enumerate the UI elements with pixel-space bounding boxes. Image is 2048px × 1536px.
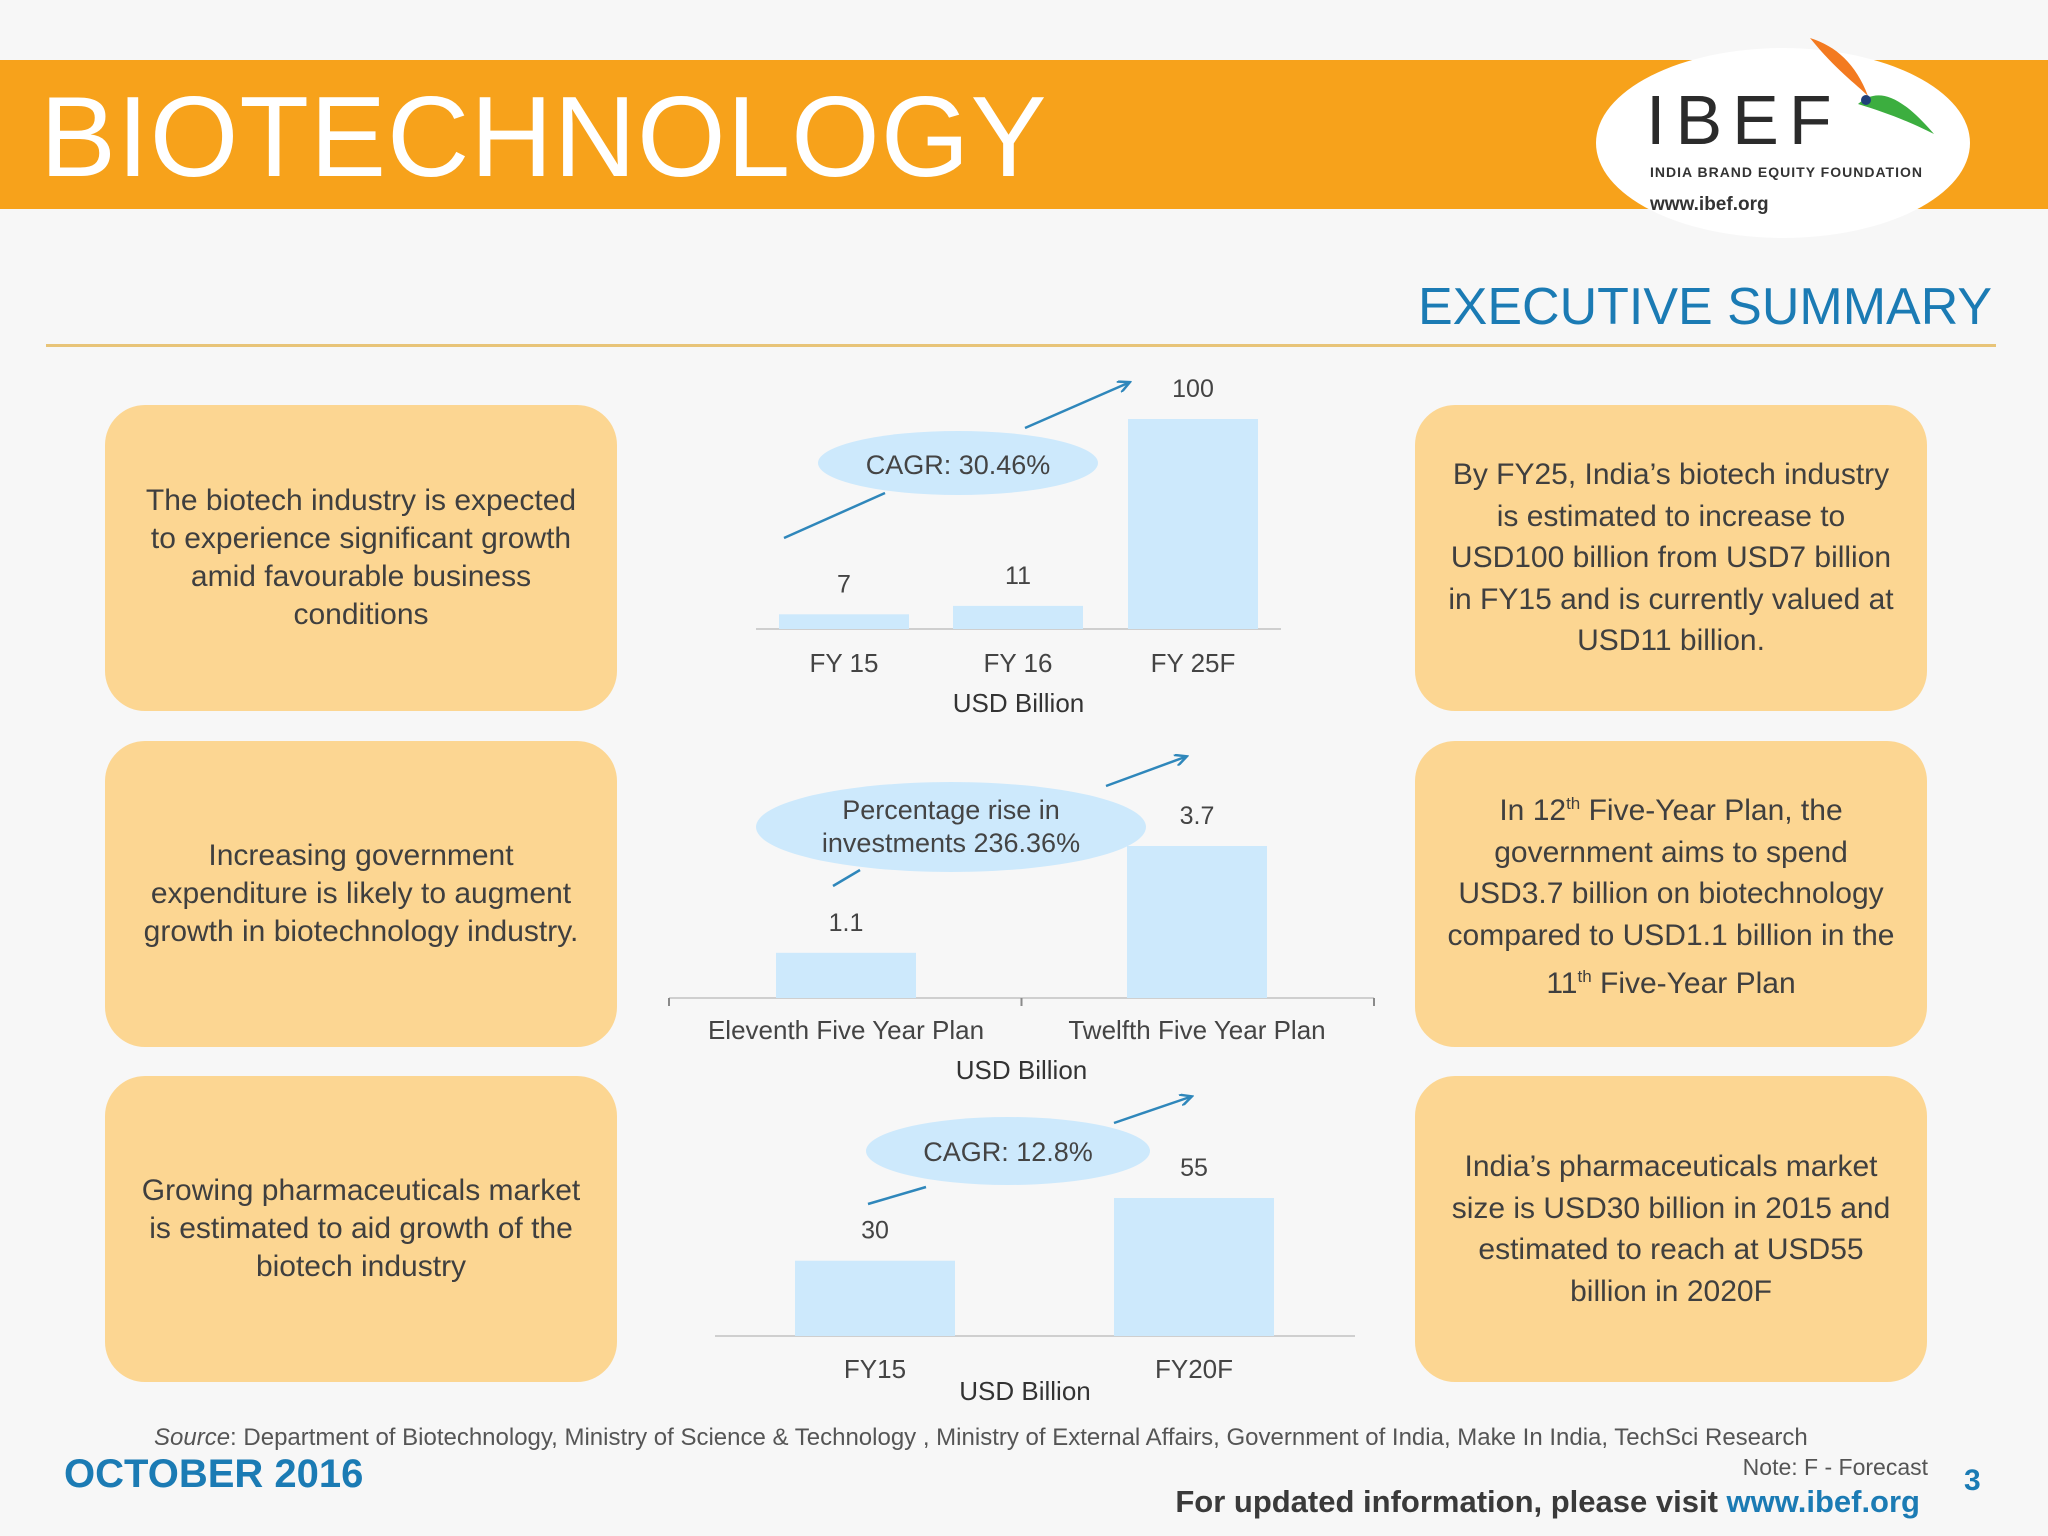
visit-text: For updated information, please visit [1175, 1484, 1727, 1519]
report-date: OCTOBER 2016 [64, 1452, 364, 1496]
summary-text: Five-Year Plan [1591, 967, 1796, 1001]
trend-arrow-line [832, 868, 861, 888]
summary-text: Five-Year Plan, the government aims to s… [1447, 794, 1895, 1001]
data-label: 55 [1180, 1154, 1208, 1182]
bar [776, 952, 916, 998]
title-divider [46, 344, 1996, 347]
x-axis-title: USD Billion [953, 688, 1085, 718]
source-label: Source [154, 1424, 231, 1451]
trend-arrow-line [1113, 1097, 1190, 1125]
summary-box-right-1: By FY25, India’s biotech industry is est… [1415, 405, 1927, 711]
trend-arrow-line [1105, 757, 1185, 788]
data-label: 3.7 [1180, 802, 1215, 830]
bar [1114, 1198, 1274, 1336]
data-label: 30 [861, 1217, 889, 1245]
summary-box-left-1: The biotech industry is expected to expe… [105, 405, 617, 711]
logo-background [1596, 48, 1970, 238]
trend-arrow-line [783, 491, 886, 540]
summary-superscript: th [1577, 967, 1592, 987]
page-number: 3 [1964, 1464, 1981, 1497]
annotation-text: investments 236.36% [822, 828, 1080, 858]
bar [1128, 419, 1258, 629]
summary-box-left-3: Growing pharmaceuticals market is estima… [105, 1076, 617, 1382]
x-axis-title: USD Billion [959, 1376, 1091, 1406]
summary-box-right-2: In 12th Five-Year Plan, the government a… [1415, 741, 1927, 1047]
x-tick-label: FY15 [844, 1354, 906, 1384]
bird-logo-icon [1810, 38, 1934, 134]
page-title: BIOTECHNOLOGY [40, 74, 1048, 201]
x-axis-title: USD Billion [956, 1055, 1088, 1085]
bar [953, 605, 1083, 629]
x-tick-label: FY 16 [984, 648, 1053, 678]
website-link[interactable]: www.ibef.org [1726, 1484, 1920, 1519]
data-label: 7 [837, 570, 851, 598]
annotation-oval [818, 431, 1098, 495]
trend-arrow-line [867, 1185, 927, 1206]
logo-wordmark: IBEF [1646, 81, 1842, 159]
x-tick-label: Eleventh Five Year Plan [708, 1015, 984, 1045]
summary-superscript: th [1566, 794, 1581, 814]
annotation-oval [756, 782, 1146, 872]
annotation-text: Percentage rise in [842, 795, 1060, 825]
x-tick-label: Twelfth Five Year Plan [1068, 1015, 1325, 1045]
visit-note: For updated information, please visit ww… [1175, 1484, 1920, 1520]
x-tick-label: FY 25F [1151, 648, 1236, 678]
forecast-note: Note: F - Forecast [1742, 1454, 1928, 1480]
data-label: 100 [1172, 375, 1214, 403]
logo-url[interactable]: www.ibef.org [1650, 194, 1769, 215]
x-tick-label: FY 15 [810, 648, 879, 678]
summary-box-right-3: India’s pharmaceuticals market size is U… [1415, 1076, 1927, 1382]
source-note: Source: Department of Biotechnology, Min… [154, 1424, 1808, 1452]
bar [779, 614, 909, 629]
bar [795, 1260, 955, 1336]
annotation-text: CAGR: 30.46% [866, 450, 1051, 480]
summary-text: In 12 [1499, 794, 1567, 828]
x-tick-label: FY20F [1155, 1354, 1233, 1384]
bar [1127, 846, 1267, 998]
trend-arrow-line [1024, 383, 1128, 430]
logo-subtitle: INDIA BRAND EQUITY FOUNDATION [1650, 164, 1923, 180]
data-label: 1.1 [829, 909, 864, 937]
summary-box-left-2: Increasing government expenditure is lik… [105, 741, 617, 1047]
annotation-text: CAGR: 12.8% [923, 1137, 1093, 1167]
data-label: 11 [1005, 562, 1031, 590]
bar-charts: 7 FY 15 11 FY 16 100 FY 25F CAGR: 30.46% USD Bi… [668, 375, 1375, 1406]
source-text: : Department of Biotechnology, Ministry … [230, 1424, 1808, 1451]
section-title: EXECUTIVE SUMMARY [1417, 278, 1992, 336]
annotation-oval [866, 1117, 1150, 1185]
